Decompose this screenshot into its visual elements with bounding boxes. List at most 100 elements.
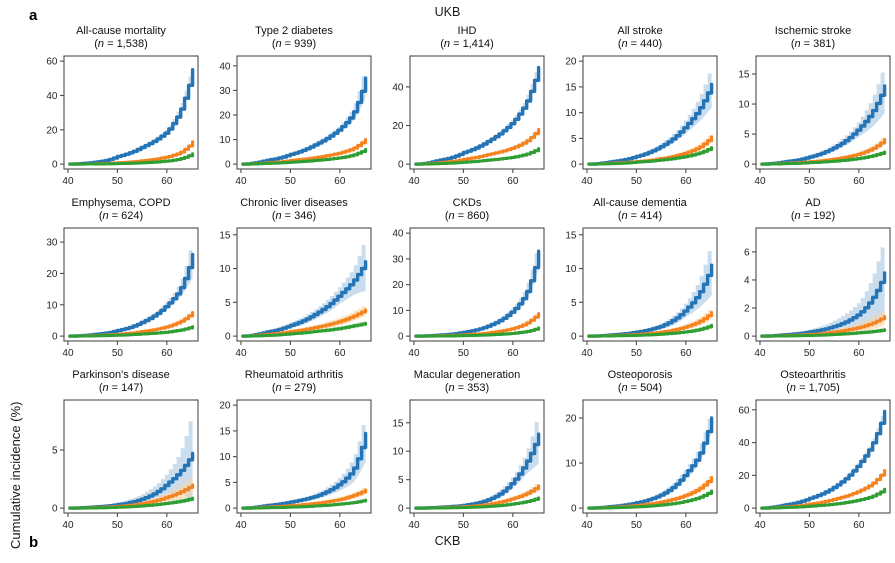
blue-curve [414,65,541,166]
chart-sample-size: (n = 192) [790,210,836,222]
y-tick-label: 15 [565,230,577,241]
x-tick-label: 50 [631,348,643,359]
y-tick-label: 0 [744,504,750,515]
plot-frame [63,399,199,514]
blue-confidence-band [415,233,539,337]
x-tick-label: 60 [161,520,173,531]
y-tick-label: 40 [738,438,750,449]
plot-area [760,59,887,166]
y-tick-label: 0 [398,332,404,343]
y-tick-label: 60 [46,57,58,68]
y-tick-label: 5 [225,478,231,489]
y-tick-label: 20 [392,121,404,132]
blue-confidence-band [69,59,193,165]
cohort-title-ckb: CKB [434,534,461,548]
chart-sample-size: (n = 353) [444,382,490,394]
blue-confidence-band [761,230,885,337]
x-tick-label: 50 [458,520,470,531]
plot-frame [755,227,891,342]
panel-label-a: a [29,7,38,24]
x-tick-label: 60 [507,176,519,187]
x-tick-label: 60 [161,176,173,187]
x-tick-label: 40 [754,520,766,531]
x-tick-label: 40 [62,176,74,187]
plot-area [241,232,368,338]
chart-panel: All stroke (n = 440) 0 5 10 15 20 40 50 60 [556,25,724,190]
plot-area [68,59,195,166]
chart-panel: Osteoporosis (n = 504) 0 10 20 40 50 60 [556,369,724,534]
y-tick-label: 0 [52,332,58,343]
plot-area [414,233,541,338]
y-tick-label: 0 [744,332,750,343]
plot-frame [582,399,718,514]
chart-title: Emphysema, COPD [71,197,171,209]
x-tick-label: 50 [458,348,470,359]
y-tick-label: 20 [219,401,231,412]
y-tick-label: 10 [219,264,231,275]
green-curve [241,321,368,338]
x-tick-label: 60 [161,348,173,359]
x-tick-label: 40 [581,520,593,531]
x-tick-label: 50 [804,348,816,359]
y-tick-label: 5 [744,130,750,141]
blue-confidence-band [242,58,366,165]
y-tick-label: 0 [744,160,750,171]
x-tick-label: 50 [112,176,124,187]
x-tick-label: 50 [804,176,816,187]
plot-frame [755,399,891,514]
y-tick-label: 6 [744,247,750,258]
x-tick-label: 50 [112,348,124,359]
chart-plot-svg: 0 20 40 60 40 50 60 [46,55,199,187]
chart-plot-svg: 0 10 20 40 50 60 [565,399,718,531]
plot-frame [236,227,372,342]
x-tick-label: 60 [680,176,692,187]
x-tick-label: 60 [853,348,865,359]
x-tick-label: 50 [285,520,297,531]
chart-panel: CKDs (n = 860) 0 10 20 30 40 40 50 60 [383,197,551,362]
chart-title: Chronic liver diseases [240,197,348,209]
plot-area [241,58,368,166]
y-tick-label: 5 [571,134,577,145]
plot-area [760,402,887,510]
plot-frame [582,227,718,342]
plot-area [760,230,887,338]
chart-sample-size: (n = 414) [617,210,663,222]
chart-title: IHD [457,25,477,37]
chart-title: Rheumatoid arthritis [244,369,344,381]
plot-frame [236,55,372,170]
x-tick-label: 50 [631,176,643,187]
y-tick-label: 0 [571,504,577,515]
plot-area [587,61,714,166]
x-tick-label: 60 [853,176,865,187]
y-tick-label: 10 [46,300,58,311]
chart-title: Ischemic stroke [774,25,852,37]
y-tick-label: 10 [565,108,577,119]
chart-panel: Rheumatoid arthritis (n = 279) 0 5 10 15 20 40 5… [210,369,378,534]
x-tick-label: 60 [853,520,865,531]
blue-curve [241,260,368,338]
chart-plot-svg: 0 5 40 50 60 [52,399,199,531]
plot-area [241,405,368,510]
chart-title: Parkinson's disease [72,369,170,381]
y-tick-label: 10 [219,452,231,463]
y-axis-label: Cumulative incidence (%) [8,401,23,549]
blue-confidence-band [69,403,193,509]
plot-frame [755,55,891,170]
x-tick-label: 40 [235,176,247,187]
chart-title: Osteoporosis [607,369,673,381]
chart-title: All stroke [617,25,663,37]
y-tick-label: 30 [46,238,58,249]
x-tick-label: 60 [334,348,346,359]
chart-panel: Parkinson's disease (n = 147) 0 5 40 50 60 [37,369,205,534]
y-tick-label: 15 [565,82,577,93]
chart-plot-svg: 0 5 10 15 40 50 60 [565,227,718,359]
blue-curve [68,68,195,166]
chart-title: All-cause mortality [76,25,166,37]
blue-confidence-band [242,405,366,509]
y-tick-label: 0 [225,332,231,343]
y-tick-label: 0 [571,160,577,171]
chart-title: Macular degeneration [413,369,521,381]
chart-plot-svg: 0 10 20 30 40 40 50 60 [219,55,372,187]
x-tick-label: 50 [458,176,470,187]
orange-curve [760,468,887,510]
